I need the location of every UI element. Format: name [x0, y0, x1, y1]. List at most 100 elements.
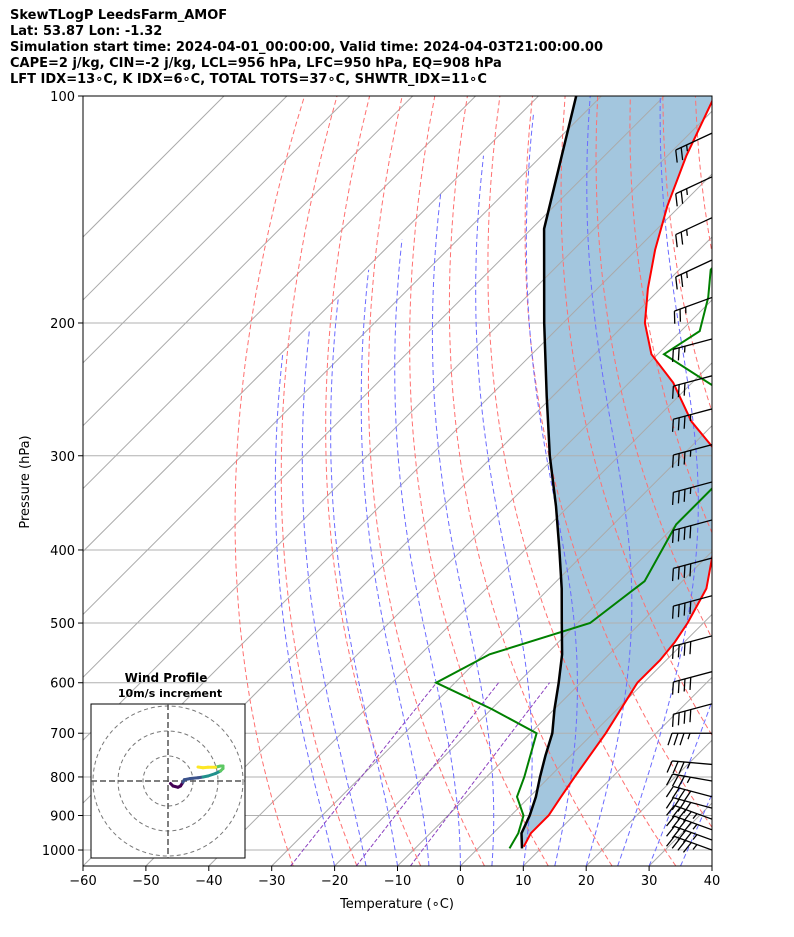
- moist-adiabat: [330, 297, 398, 866]
- y-tick-label: 700: [50, 727, 75, 742]
- wind-barb-staff: [674, 815, 712, 831]
- mixing-ratio-line: [355, 682, 499, 866]
- x-tick-label: −10: [384, 874, 411, 889]
- dry-adiabat: [728, 96, 794, 866]
- wind-barb-staff: [675, 259, 712, 278]
- moist-adiabat: [360, 269, 430, 866]
- wind-barb-flag: [677, 800, 686, 812]
- wind-barb-flag: [677, 775, 685, 788]
- wind-barb-flag: [683, 451, 686, 465]
- y-tick-label: 600: [50, 677, 75, 692]
- wind-barb-flag: [680, 191, 684, 204]
- moist-adiabat: [648, 699, 712, 866]
- wind-barb-staff: [674, 835, 712, 851]
- y-tick-label: 500: [50, 617, 75, 632]
- wind-barb-flag: [671, 681, 675, 695]
- wind-barb-flag: [666, 773, 674, 786]
- wind-barb-flag: [677, 680, 680, 694]
- wind-barb-flag: [671, 606, 675, 619]
- wind-barb-flag: [677, 528, 680, 542]
- wind-barb-flag: [683, 383, 686, 396]
- dewpoint-profile: [433, 266, 712, 849]
- wind-barb: [671, 375, 712, 399]
- wind-barb-flag: [689, 641, 692, 655]
- mixing-ratio-line: [290, 682, 437, 866]
- wind-barb-flag: [680, 231, 684, 245]
- wind-barb-flag: [678, 761, 685, 774]
- wind-barb-half-flag: [685, 144, 688, 152]
- isotherm-line: [460, 613, 712, 866]
- dry-adiabat: [662, 96, 712, 414]
- wind-barb-flag: [675, 149, 678, 163]
- wind-barb: [666, 760, 712, 774]
- wind-barb-flag: [682, 821, 692, 833]
- wind-barb-flag: [677, 453, 680, 467]
- wind-barb: [671, 481, 712, 505]
- y-axis-label: Pressure (hPa): [18, 435, 33, 528]
- x-tick-label: −60: [69, 874, 96, 889]
- wind-barb-half-flag: [687, 733, 691, 740]
- isotherm-line: [83, 96, 351, 364]
- moist-adiabat: [301, 331, 367, 866]
- wind-barb-flag: [683, 565, 686, 578]
- wind-barb-flag: [671, 828, 681, 839]
- y-tick-label: 400: [50, 544, 75, 559]
- x-tick-label: −50: [132, 874, 159, 889]
- isotherm-line: [334, 487, 712, 866]
- y-tick-label: 1000: [42, 844, 75, 859]
- wind-barb: [671, 408, 712, 432]
- wind-barb-staff: [675, 132, 712, 151]
- wind-barb: [671, 557, 712, 582]
- wind-barb-flag: [671, 530, 675, 543]
- wind-barb-flag: [671, 799, 680, 811]
- wind-barb-flag: [675, 193, 678, 207]
- wind-barb: [671, 671, 712, 695]
- wind-profile-inset: Wind Profile 10m/s increment: [90, 671, 246, 859]
- wind-barb-flag: [677, 347, 680, 361]
- wind-barb-flag: [689, 709, 692, 723]
- wind-barb: [666, 773, 712, 788]
- x-tick-label: 0: [456, 874, 464, 889]
- wind-barb-staff: [673, 797, 712, 809]
- wind-barb-staff: [673, 519, 712, 531]
- wind-barb-flag: [666, 760, 673, 773]
- isotherm-line: [397, 550, 712, 866]
- wind-barb-flag: [671, 568, 675, 582]
- wind-barb-flag: [666, 805, 675, 816]
- y-tick-label: 300: [50, 450, 75, 465]
- time-text: Simulation start time: 2024-04-01_00:00:…: [10, 40, 603, 55]
- moist-adiabat: [585, 96, 633, 866]
- wind-barb-flag: [675, 234, 678, 248]
- isotherm-line: [83, 110, 712, 741]
- wind-barb: [665, 785, 712, 803]
- wind-barb-staff: [673, 408, 712, 420]
- wind-barb-flag: [671, 787, 680, 799]
- wind-barb-half-flag: [685, 188, 688, 196]
- wind-barb-flag: [683, 802, 692, 814]
- isotherm-line: [83, 96, 602, 616]
- isotherm-line: [83, 96, 225, 238]
- wind-barb-staff: [673, 557, 712, 570]
- x-tick-label: 20: [578, 874, 595, 889]
- wind-barb: [667, 732, 712, 746]
- wind-barb-flag: [683, 527, 686, 540]
- location-text: Lat: 53.87 Lon: -1.32: [10, 24, 163, 39]
- wind-barb: [666, 825, 712, 843]
- dry-adiabat: [560, 96, 712, 737]
- chart-title: SkewTLogP LeedsFarm_AMOF: [10, 8, 228, 23]
- y-tick-label: 900: [50, 810, 75, 825]
- wind-barb-half-flag: [692, 813, 698, 820]
- wind-barb-flag: [689, 563, 692, 577]
- isotherm-line: [83, 96, 476, 490]
- wind-barb: [671, 338, 712, 362]
- wind-barb: [671, 595, 712, 619]
- wind-barb-flag: [677, 417, 680, 431]
- wind-barb-flag: [677, 566, 680, 580]
- wind-barb-flag: [671, 386, 675, 399]
- dry-adiabat: [487, 96, 677, 866]
- mixing-ratio-line: [409, 682, 550, 866]
- wind-barb-staff: [675, 176, 712, 195]
- wind-barb-flag: [683, 643, 686, 656]
- moist-adiabat: [680, 792, 712, 866]
- wind-barb-flag: [677, 384, 680, 398]
